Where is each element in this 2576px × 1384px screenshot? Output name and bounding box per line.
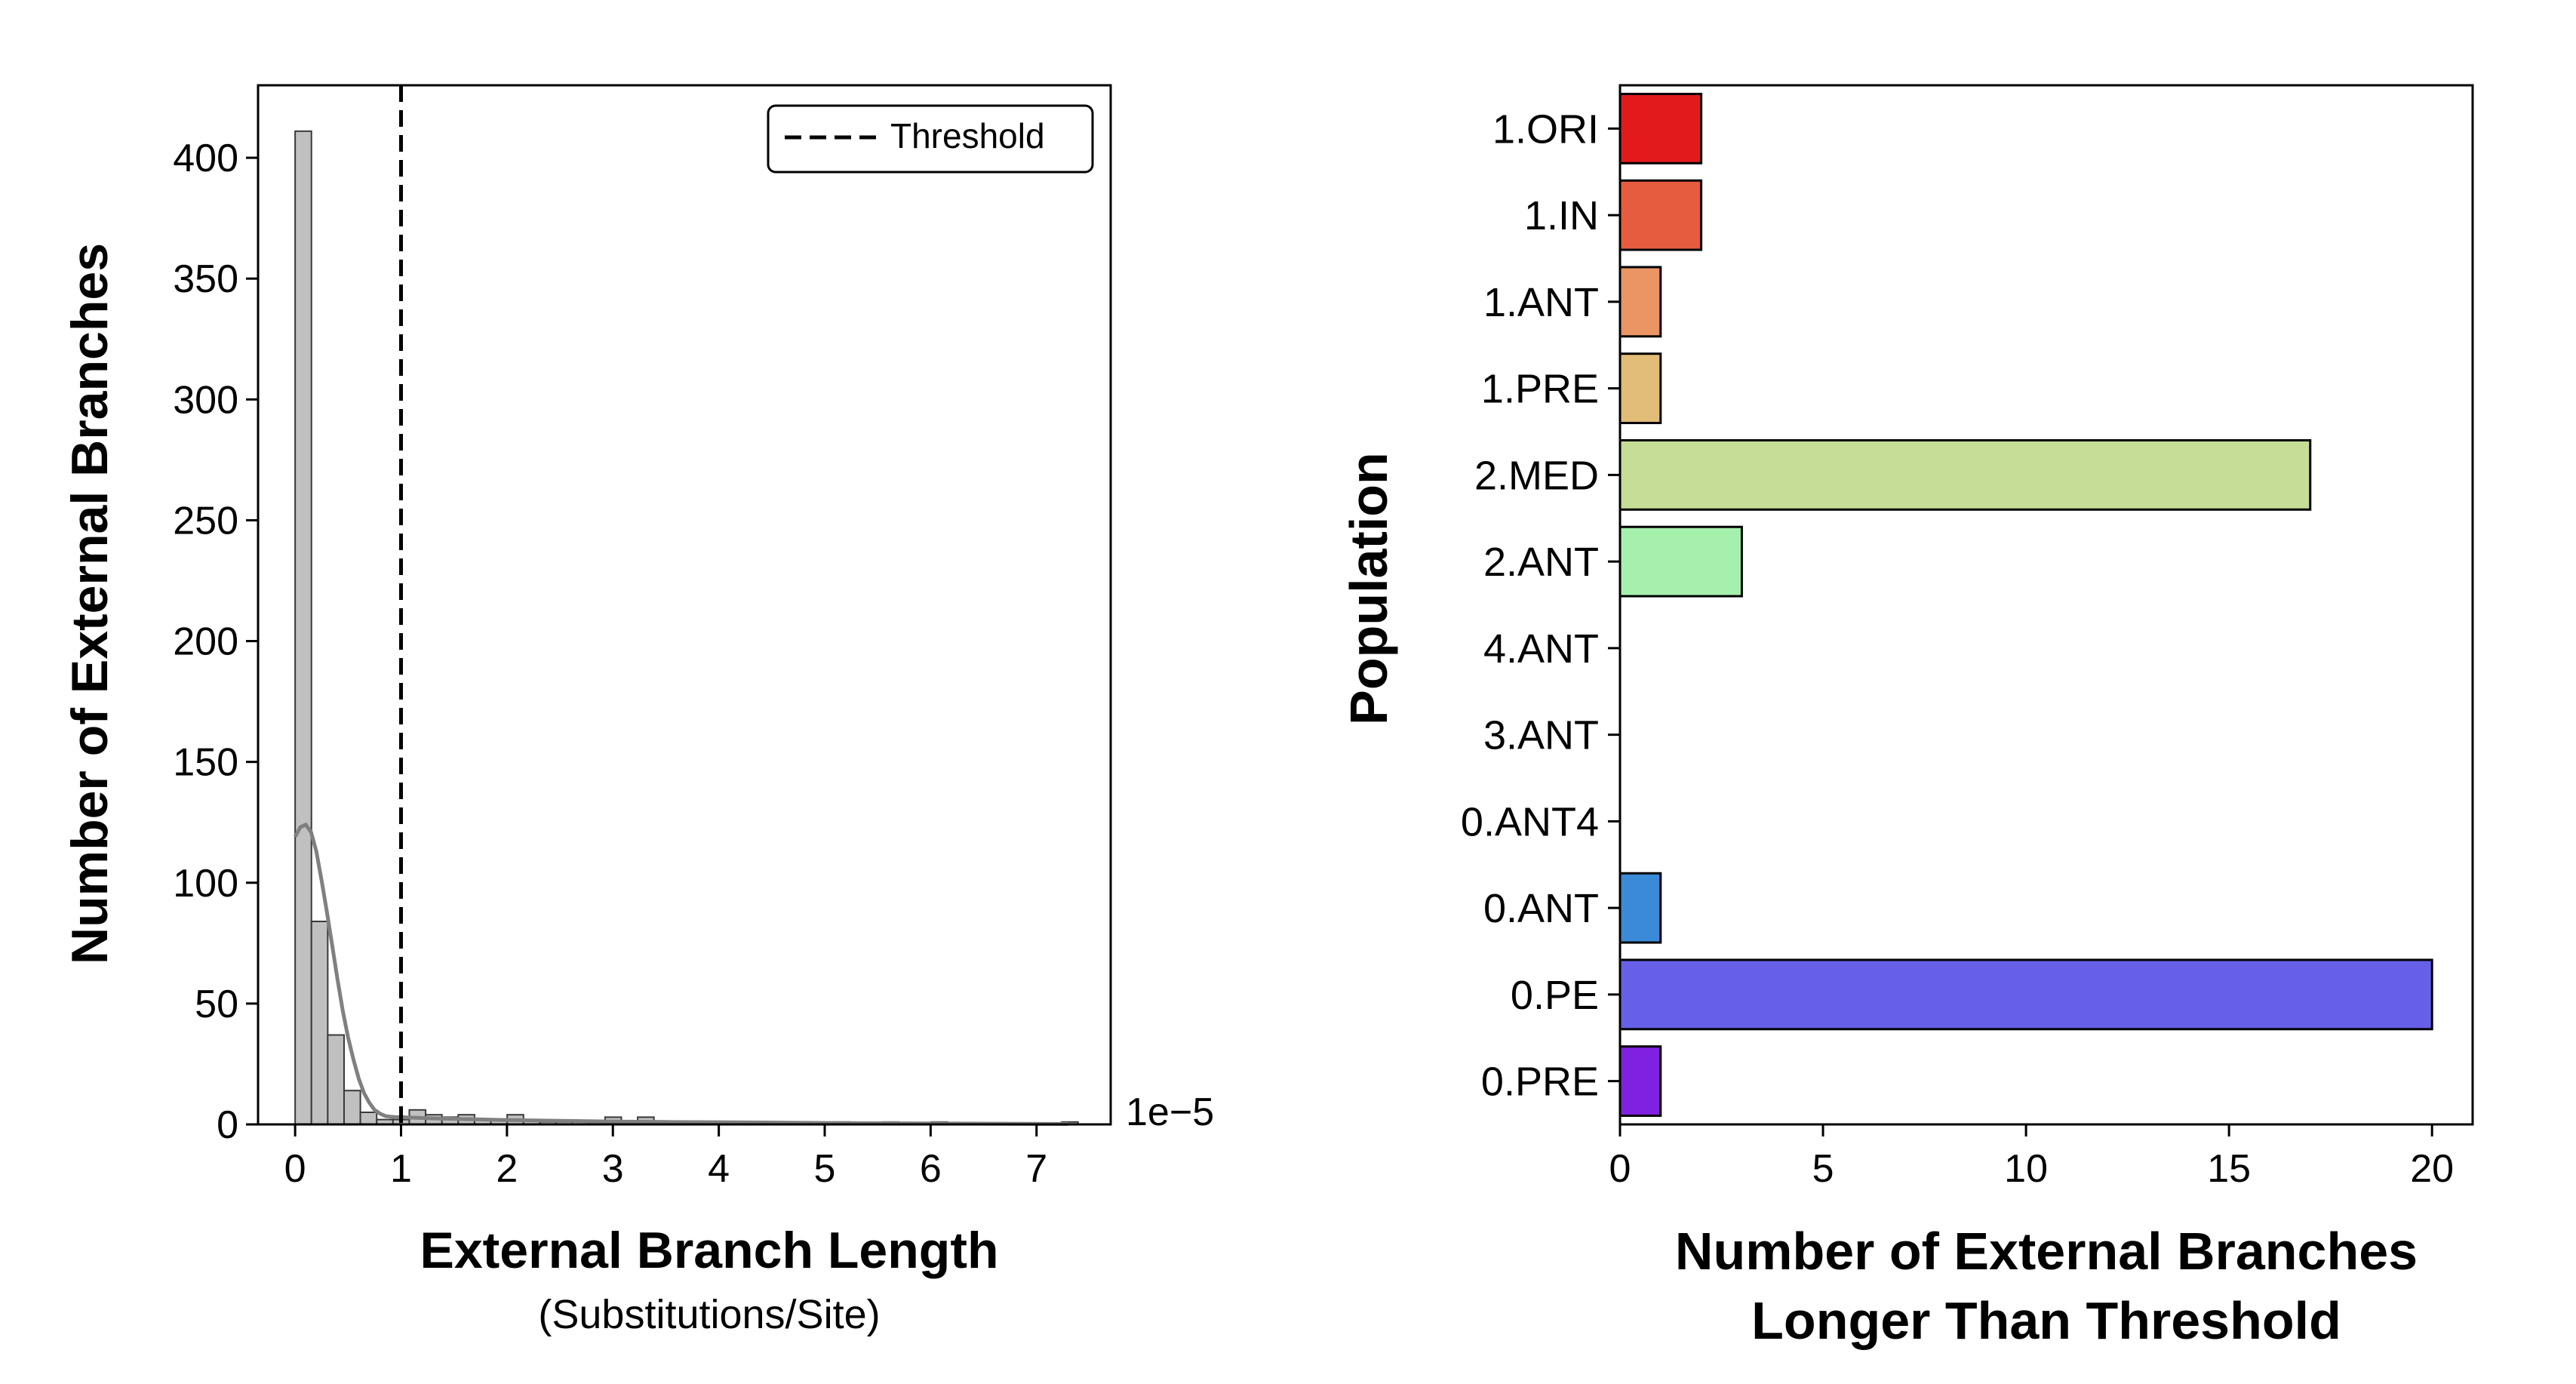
x-tick-label: 0 [1609, 1147, 1631, 1191]
population-bar [1618, 179, 1703, 251]
x-tick-label: 2 [496, 1147, 518, 1191]
population-label: 2.ANT [1483, 540, 1599, 585]
histogram-y-ticks: 0 50 100 150 200 250 300 350 400 [173, 137, 258, 1147]
histogram-x-axis-sublabel: (Substitutions/Site) [538, 1292, 880, 1337]
population-label: 3.ANT [1483, 713, 1599, 758]
population-bar [1618, 438, 2312, 511]
population-bar [1618, 958, 2433, 1031]
x-tick-label: 6 [920, 1147, 942, 1191]
y-tick-label: 0 [217, 1103, 238, 1147]
population-tick-labels: 1.ORI 1.IN 1.ANT 1.PRE 2.MED 2.ANT 4.ANT 3.ANT 0… [1461, 106, 1620, 1105]
population-label: 0.ANT [1483, 886, 1599, 931]
bar-chart-x-ticks: 0 5 10 15 20 [1609, 1124, 2454, 1191]
population-label: 0.ANT4 [1461, 799, 1599, 844]
bar-chart-y-axis-label: Population [1339, 452, 1398, 725]
histogram-x-ticks: 0 1 2 3 4 5 6 7 [284, 1124, 1047, 1191]
population-label: 1.IN [1524, 193, 1599, 238]
population-label: 0.PRE [1481, 1060, 1599, 1105]
legend-box [767, 104, 1094, 174]
bar-chart-x-axis-label-line2: Longer Than Threshold [1751, 1291, 2341, 1350]
x-tick-label: 3 [602, 1147, 624, 1191]
legend-label: Threshold [890, 116, 1045, 155]
x-tick-label: 1 [390, 1147, 412, 1191]
histogram-y-axis-label: Number of External Branches [61, 243, 118, 964]
histogram-plot-frame [257, 84, 1112, 1126]
x-tick-label: 5 [1812, 1147, 1834, 1191]
y-tick-label: 50 [195, 983, 238, 1026]
histogram-bar [327, 1034, 345, 1125]
histogram-bars [294, 130, 1079, 1126]
population-bar [1618, 266, 1662, 338]
histogram-legend: Threshold [767, 104, 1094, 174]
population-bar [1618, 525, 1743, 598]
histogram-bar [310, 921, 329, 1125]
x-tick-label: 15 [2207, 1147, 2251, 1191]
bar-chart-panel: 1.ORI 1.IN 1.ANT 1.PRE 2.MED 2.ANT 4.ANT 3.ANT 0… [1339, 84, 2474, 1350]
population-label: 2.MED [1474, 453, 1599, 498]
population-bar [1618, 92, 1703, 165]
x-tick-label: 7 [1025, 1147, 1047, 1191]
x-tick-label: 10 [2004, 1147, 2048, 1191]
y-tick-label: 250 [173, 499, 238, 543]
histogram-bar [343, 1090, 361, 1126]
population-bars [1618, 92, 2433, 1118]
x-tick-label: 20 [2410, 1147, 2454, 1191]
histogram-bar [294, 130, 312, 1125]
y-tick-label: 300 [173, 378, 238, 422]
histogram-bar [359, 1111, 378, 1126]
population-bar [1618, 872, 1662, 944]
y-tick-label: 150 [173, 741, 238, 785]
bar-chart-x-axis-label-line1: Number of External Branches [1675, 1222, 2418, 1281]
kde-curve [293, 822, 1068, 1126]
x-tick-label: 4 [708, 1147, 730, 1191]
population-label: 0.PE [1511, 973, 1599, 1018]
histogram-x-axis-label: External Branch Length [420, 1222, 998, 1279]
y-tick-label: 100 [173, 862, 238, 906]
population-label: 4.ANT [1483, 626, 1599, 672]
population-bar [1618, 352, 1662, 425]
x-offset-text: 1e−5 [1126, 1090, 1214, 1134]
population-label: 1.ANT [1483, 280, 1599, 325]
y-tick-label: 200 [173, 620, 238, 664]
population-label: 1.PRE [1481, 367, 1599, 412]
y-tick-label: 400 [173, 137, 238, 180]
histogram-panel: 0 1 2 3 4 5 6 7 0 50 100 150 200 250 300 350 400 Thresh… [61, 84, 1214, 1337]
bar-chart-plot-frame [1618, 84, 2474, 1126]
y-tick-label: 350 [173, 257, 238, 301]
population-bar [1618, 1045, 1662, 1118]
x-tick-label: 0 [284, 1147, 306, 1191]
x-tick-label: 5 [814, 1147, 836, 1191]
population-label: 1.ORI [1492, 106, 1599, 152]
